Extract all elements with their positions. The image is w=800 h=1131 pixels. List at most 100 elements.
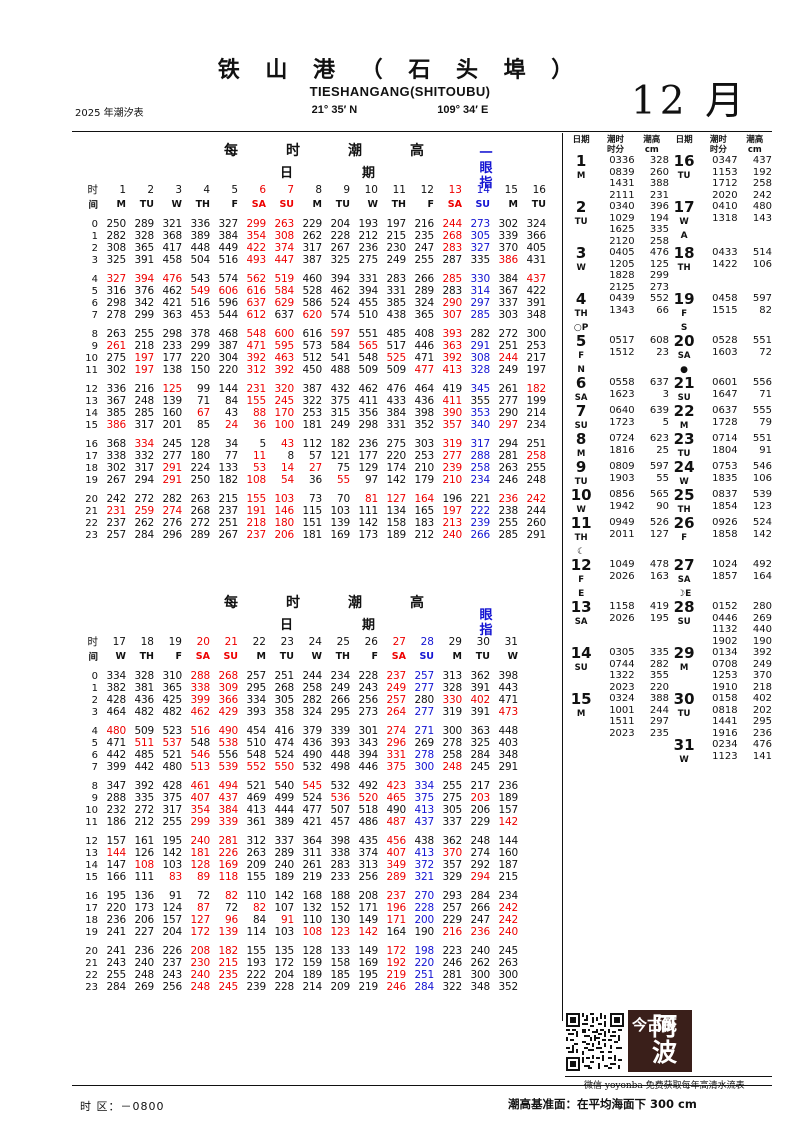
tide-height-cell: 487 xyxy=(386,816,407,828)
day-header: 27 xyxy=(392,635,406,648)
side-day-cell: 22 M xyxy=(669,404,699,433)
weekday-header: W xyxy=(507,650,518,662)
title-char-mei-2: 每 xyxy=(224,595,238,611)
tide-height-cell: 88 xyxy=(253,407,266,419)
side-height-cell: 392 249 370 218 xyxy=(752,647,772,693)
tide-height-cell: 239 xyxy=(442,462,463,474)
tide-height-cell: 317 xyxy=(134,419,155,431)
tide-height-cell: 343 xyxy=(358,737,379,749)
tide-height-cell: 216 xyxy=(442,926,463,938)
tide-height-cell: 462 xyxy=(330,285,351,297)
tide-height-cell: 449 xyxy=(218,242,239,254)
tide-height-cell: 243 xyxy=(106,957,127,969)
side-tide-row: 31 W 0234 1123 476 141 xyxy=(566,738,772,767)
tide-height-cell: 11 xyxy=(253,450,266,462)
tide-height-cell: 236 xyxy=(470,926,491,938)
tide-height-cell: 394 xyxy=(358,285,379,297)
day-header: 30 xyxy=(476,635,490,648)
side-weekday: SU xyxy=(574,421,588,431)
tide-height-cell: 276 xyxy=(162,517,183,529)
side-time-cell: 0528 1603 xyxy=(712,335,738,358)
tide-height-cell: 234 xyxy=(330,670,351,682)
tide-height-cell: 316 xyxy=(106,285,127,297)
tide-height-cell: 245 xyxy=(470,761,491,773)
side-day-cell: 16 TU xyxy=(669,154,699,201)
tide-height-cell: 544 xyxy=(218,309,239,321)
tide-height-cell: 278 xyxy=(414,749,435,761)
tide-height-cell: 251 xyxy=(414,969,435,981)
tide-row: 1 382 381 365 338 309 295 268 258 249 243 249 277 328… xyxy=(72,682,519,694)
hour-label: 17 xyxy=(85,450,98,462)
moon-phase-icon: ○P xyxy=(573,323,589,333)
tide-height-cell: 239 xyxy=(246,981,267,993)
tide-height-cell: 136 xyxy=(134,890,155,902)
side-weekday: M xyxy=(679,663,689,673)
side-weekday: F xyxy=(578,351,585,361)
tide-height-cell: 322 xyxy=(302,395,323,407)
tide-row: 0 250 289 321 336 327 299 263 229 204 193 197 216 244… xyxy=(72,218,547,230)
tide-height-cell: 375 xyxy=(414,792,435,804)
tide-height-cell: 612 xyxy=(246,309,267,321)
tide-height-cell: 243 xyxy=(162,969,183,981)
tide-height-cell: 263 xyxy=(498,462,519,474)
tide-height-cell: 277 xyxy=(414,706,435,718)
tide-height-cell: 282 xyxy=(470,328,491,340)
tide-height-cell: 327 xyxy=(218,218,239,230)
hour-label: 19 xyxy=(85,926,98,938)
tide-height-cell: 616 xyxy=(302,328,323,340)
wechat-note: 微信 yoyonba 免费获取每年高清水流表 xyxy=(584,1081,745,1091)
tide-table-1: 时 1 2 3 4 5 6 7 8 9 10 11 12 13 14 15 16 间 M TU W TH F SA SU M TU W… xyxy=(72,182,547,542)
tide-height-cell: 263 xyxy=(190,493,211,505)
tide-height-cell: 72 xyxy=(225,902,238,914)
side-weekday: F xyxy=(681,533,688,543)
side-tide-row: 8 M 0724 1816 623 25 23 TU 0714 1804 551 91 xyxy=(566,432,772,461)
side-time-cell: 0439 1343 xyxy=(609,293,635,316)
tide-height-cell: 272 xyxy=(134,493,155,505)
tide-height-cell: 352 xyxy=(414,419,435,431)
tide-height-cell: 357 xyxy=(442,419,463,431)
tide-row: 11 302 197 138 150 220 312 392 450 488 509 509 477 41… xyxy=(72,364,546,376)
subtitle-char-qi: 期 xyxy=(362,166,376,181)
tide-row: 5 316 376 462 549 606 616 584 528 462 394 331 289 283… xyxy=(72,285,547,297)
tide-height-cell: 291 xyxy=(498,761,519,773)
tide-height-cell: 128 xyxy=(190,859,211,871)
tide-height-cell: 363 xyxy=(442,340,463,352)
tide-height-cell: 210 xyxy=(414,462,435,474)
tide-height-cell: 550 xyxy=(274,761,295,773)
tide-height-cell: 328 xyxy=(134,230,155,242)
tide-height-cell: 245 xyxy=(218,981,239,993)
hour-label: 22 xyxy=(85,969,98,981)
tide-height-cell: 541 xyxy=(330,352,351,364)
tide-height-cell: 220 xyxy=(218,364,239,376)
month-heading: 12 月 xyxy=(631,82,748,121)
tide-height-cell: 486 xyxy=(358,816,379,828)
weekday-header: F xyxy=(371,650,379,662)
tide-height-cell: 200 xyxy=(414,914,435,926)
tide-height-cell: 349 xyxy=(386,859,407,871)
tide-height-cell: 290 xyxy=(498,407,519,419)
day-header: 9 xyxy=(343,183,350,196)
tide-height-cell: 258 xyxy=(470,462,491,474)
tide-height-cell: 413 xyxy=(442,364,463,376)
side-height-cell: 526 127 xyxy=(649,517,669,540)
tide-height-cell: 448 xyxy=(498,725,519,737)
tide-height-cell: 128 xyxy=(302,945,323,957)
tide-height-cell: 494 xyxy=(218,780,239,792)
tide-height-cell: 54 xyxy=(281,474,294,486)
tide-height-cell: 57 xyxy=(309,450,322,462)
hour-label: 7 xyxy=(91,309,98,321)
weekday-row: 间 W TH F SA SU M TU W TH F SA SU M TU W xyxy=(72,649,518,670)
tide-height-cell: 433 xyxy=(386,395,407,407)
weekday-header: TU xyxy=(475,650,490,662)
tide-height-cell: 474 xyxy=(274,737,295,749)
tide-height-cell: 187 xyxy=(498,859,519,871)
tide-height-cell: 232 xyxy=(106,804,127,816)
tide-height-cell: 91 xyxy=(169,890,182,902)
tide-height-cell: 135 xyxy=(274,945,295,957)
tide-height-cell: 87 xyxy=(197,902,210,914)
tide-height-cell: 471 xyxy=(498,694,519,706)
tide-row: 15 166 111 83 89 118 155 189 219 233 256 289 321 329 2… xyxy=(72,871,518,883)
side-day-cell: 19 F S xyxy=(669,292,699,335)
weekday-header: W xyxy=(115,650,126,662)
